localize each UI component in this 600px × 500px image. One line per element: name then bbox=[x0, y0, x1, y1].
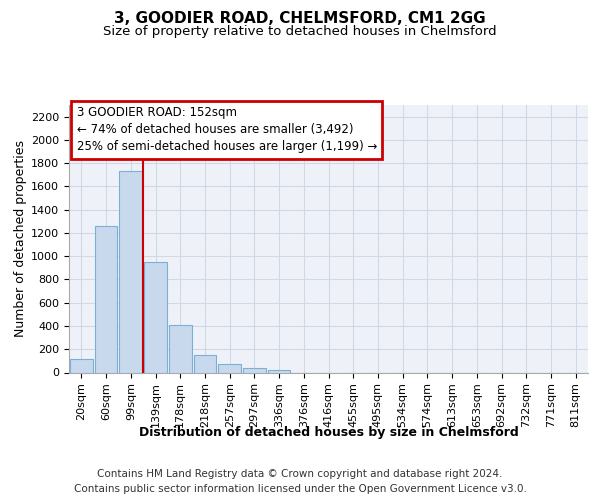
Text: Contains HM Land Registry data © Crown copyright and database right 2024.: Contains HM Land Registry data © Crown c… bbox=[97, 469, 503, 479]
Bar bbox=[119, 172, 142, 372]
Bar bbox=[218, 364, 241, 372]
Bar bbox=[169, 325, 191, 372]
Text: Size of property relative to detached houses in Chelmsford: Size of property relative to detached ho… bbox=[103, 25, 497, 38]
Text: Contains public sector information licensed under the Open Government Licence v3: Contains public sector information licen… bbox=[74, 484, 526, 494]
Bar bbox=[268, 370, 290, 372]
Text: 3, GOODIER ROAD, CHELMSFORD, CM1 2GG: 3, GOODIER ROAD, CHELMSFORD, CM1 2GG bbox=[114, 11, 486, 26]
Text: Distribution of detached houses by size in Chelmsford: Distribution of detached houses by size … bbox=[139, 426, 518, 439]
Bar bbox=[95, 226, 118, 372]
Y-axis label: Number of detached properties: Number of detached properties bbox=[14, 140, 27, 337]
Bar bbox=[144, 262, 167, 372]
Bar bbox=[70, 359, 93, 372]
Text: 3 GOODIER ROAD: 152sqm
← 74% of detached houses are smaller (3,492)
25% of semi-: 3 GOODIER ROAD: 152sqm ← 74% of detached… bbox=[77, 106, 377, 154]
Bar bbox=[194, 355, 216, 372]
Bar bbox=[243, 368, 266, 372]
